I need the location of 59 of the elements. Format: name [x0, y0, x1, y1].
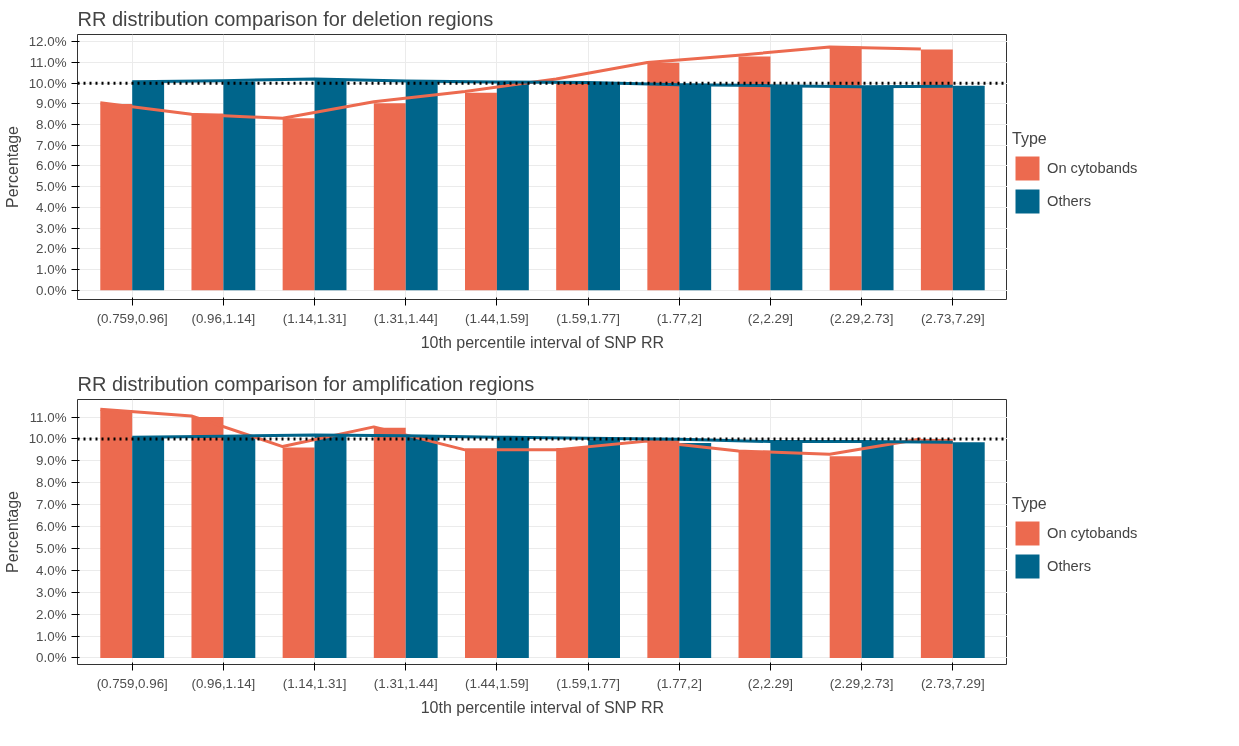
x-tick-label: (1.31,1.44]	[373, 310, 438, 326]
x-tick-label: (0.759,0.96]	[96, 310, 168, 326]
y-tick-label: 7.0%	[36, 497, 67, 513]
x-axis-title: 10th percentile interval of SNP RR	[420, 333, 665, 351]
text: On cytobands	[1047, 524, 1138, 541]
y-tick-label: 10.0%	[28, 75, 67, 91]
y-tick-label: 2.0%	[36, 241, 67, 257]
x-tick-label: (1.77,2]	[656, 310, 702, 326]
y-tick-label: 3.0%	[36, 220, 67, 236]
y-tick-label: 9.0%	[36, 96, 67, 112]
x-tick-label: (1.77,2]	[656, 675, 702, 691]
y-tick-label: 4.0%	[36, 199, 67, 215]
y-tick-label: 6.0%	[36, 158, 67, 174]
bar	[556, 83, 589, 291]
legend-title: Type	[1012, 129, 1048, 148]
y-tick-label: 2.0%	[36, 606, 67, 622]
legend-label: On cytobands	[1047, 159, 1138, 176]
x-tick-label: (2.29,2.73]	[829, 310, 894, 326]
y-tick-label: 12.0%	[28, 34, 67, 50]
y-tick-label: 7.0%	[36, 137, 67, 153]
legend-title: Type	[1012, 494, 1048, 513]
x-tick-label: (1.31,1.44]	[373, 675, 438, 691]
y-tick-label: 11.0%	[29, 54, 67, 70]
x-tick-label: (1.59,1.77]	[556, 675, 620, 691]
x-tick-label: (0.759,0.96]	[96, 675, 168, 691]
y-tick-label: 3.0%	[36, 584, 67, 600]
x-tick-label: (2,2.29]	[747, 675, 794, 691]
legend-label: Others	[1047, 192, 1091, 209]
x-tick-label: (1.59,1.77]	[556, 310, 620, 326]
legend-label: Others	[1047, 557, 1091, 574]
x-tick-label: (2.73,7.29]	[920, 310, 985, 326]
x-axis-title: 10th percentile interval of SNP RR	[420, 698, 665, 716]
y-tick-label: 5.0%	[36, 179, 67, 195]
y-axis-title: Percentage	[3, 490, 21, 573]
y-tick-label: 6.0%	[36, 519, 67, 535]
y-tick-label: 5.0%	[36, 540, 67, 556]
y-tick-label: 4.0%	[36, 562, 67, 578]
y-tick-label: 10.0%	[28, 431, 67, 447]
y-tick-label: 11.0%	[29, 409, 67, 425]
y-tick-label: 1.0%	[36, 261, 67, 277]
y-tick-label: 9.0%	[36, 453, 67, 469]
bar	[920, 49, 953, 291]
y-tick-label: 0.0%	[36, 282, 67, 298]
x-tick-label: (1.14,1.31]	[282, 675, 347, 691]
x-tick-label: (1.44,1.59]	[465, 675, 529, 691]
x-tick-label: (2.73,7.29]	[920, 675, 985, 691]
y-tick-label: 8.0%	[36, 117, 67, 133]
y-tick-label: 1.0%	[36, 628, 67, 644]
x-tick-label: (2.29,2.73]	[829, 675, 894, 691]
x-tick-label: (0.96,1.14]	[191, 675, 256, 691]
chart-title: RR distribution comparison for amplification regions	[77, 372, 535, 395]
y-tick-label: 8.0%	[36, 475, 67, 491]
y-tick-label: 0.0%	[36, 650, 67, 666]
x-tick-label: (1.44,1.59]	[465, 310, 529, 326]
x-tick-label: (0.96,1.14]	[191, 310, 256, 326]
x-tick-label: (1.14,1.31]	[282, 310, 347, 326]
chart-title: RR distribution comparison for deletion regions	[77, 7, 494, 30]
y-axis-title: Percentage	[3, 125, 21, 208]
x-tick-label: (2,2.29]	[747, 310, 794, 326]
